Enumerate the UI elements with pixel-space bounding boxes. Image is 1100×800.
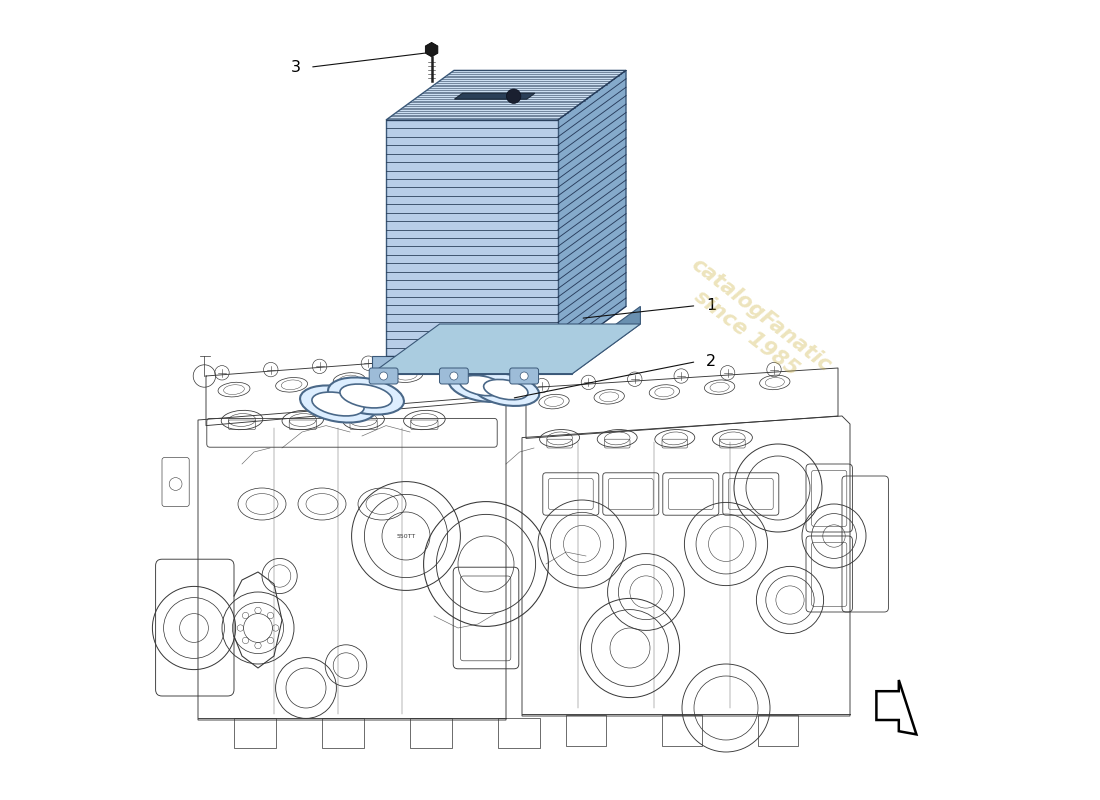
- FancyBboxPatch shape: [509, 368, 539, 384]
- Text: 550TT: 550TT: [396, 534, 416, 538]
- Circle shape: [450, 372, 458, 380]
- Bar: [234, 718, 276, 748]
- Polygon shape: [426, 42, 438, 57]
- Bar: [410, 718, 452, 748]
- Ellipse shape: [328, 378, 404, 414]
- Polygon shape: [558, 70, 626, 356]
- Ellipse shape: [460, 375, 504, 396]
- Polygon shape: [877, 680, 916, 734]
- Bar: [662, 715, 702, 746]
- Ellipse shape: [484, 379, 528, 400]
- Polygon shape: [372, 356, 572, 374]
- Ellipse shape: [300, 386, 376, 422]
- Ellipse shape: [340, 384, 392, 408]
- Ellipse shape: [449, 370, 516, 402]
- Polygon shape: [386, 70, 626, 120]
- Polygon shape: [372, 324, 640, 374]
- Bar: [498, 718, 540, 748]
- FancyBboxPatch shape: [370, 368, 398, 384]
- Bar: [566, 715, 606, 746]
- Bar: [758, 715, 798, 746]
- Polygon shape: [454, 94, 535, 99]
- Polygon shape: [386, 120, 558, 356]
- Text: catalogFanatic
since 1985: catalogFanatic since 1985: [673, 254, 835, 394]
- Polygon shape: [572, 306, 640, 374]
- Circle shape: [379, 372, 387, 380]
- Bar: [322, 718, 364, 748]
- Circle shape: [506, 89, 521, 103]
- Text: 3: 3: [290, 60, 300, 74]
- Ellipse shape: [472, 374, 539, 406]
- Text: 2: 2: [706, 354, 716, 369]
- Ellipse shape: [312, 392, 364, 416]
- FancyBboxPatch shape: [440, 368, 469, 384]
- Text: 1: 1: [706, 298, 716, 313]
- Circle shape: [520, 372, 528, 380]
